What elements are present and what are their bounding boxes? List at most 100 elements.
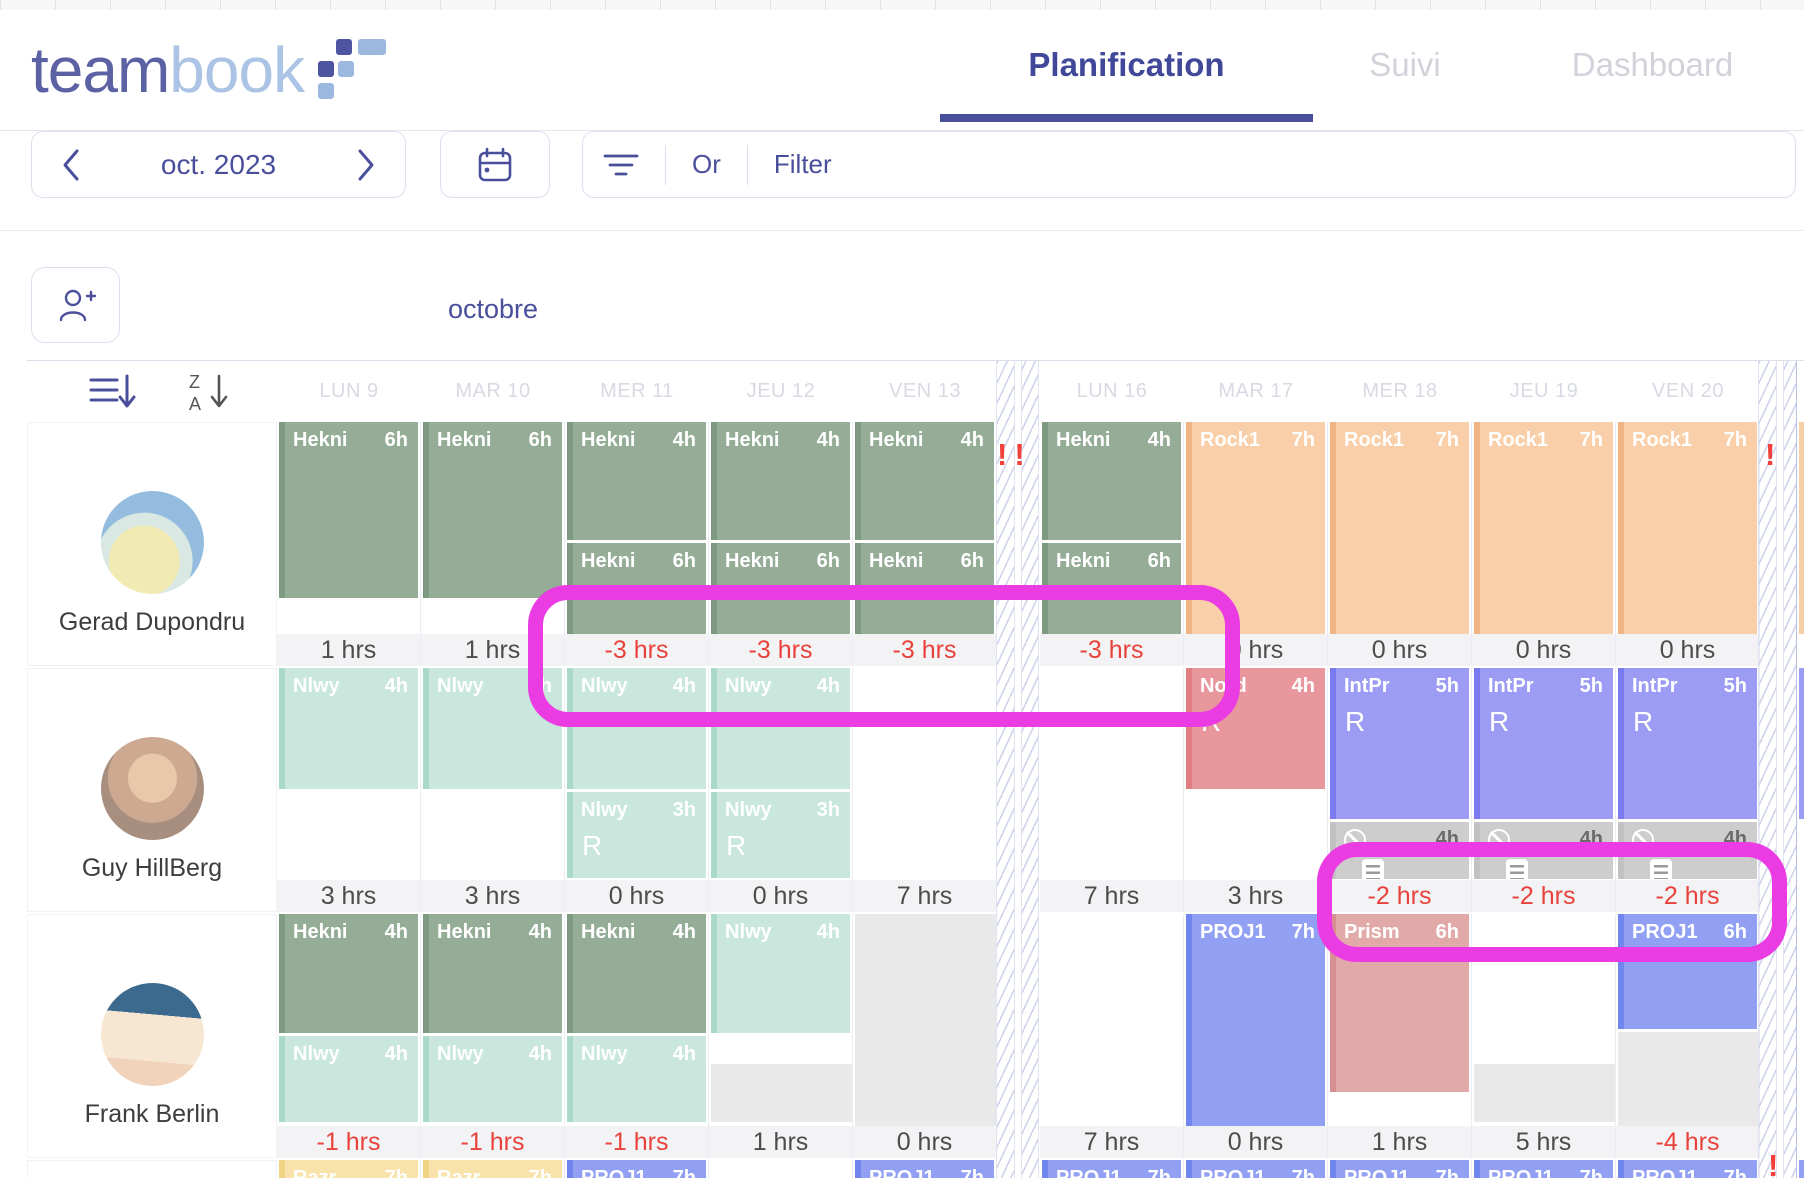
- booking-block[interactable]: Hekni 6h: [1042, 543, 1181, 634]
- booking-block[interactable]: Nlwy 4h: [567, 668, 706, 789]
- booking-block[interactable]: Nlwy 4h: [423, 1036, 562, 1122]
- booking-block[interactable]: [1618, 1032, 1759, 1126]
- day-cell[interactable]: Nlwy 4h 1 hrs: [709, 914, 853, 1158]
- day-cell[interactable]: 7 hrs: [1040, 668, 1184, 912]
- day-cell[interactable]: Hekni 4h Nlwy 4h -1 hrs: [277, 914, 421, 1158]
- booking-block[interactable]: Rock1 7h: [1186, 422, 1325, 634]
- booking-block[interactable]: Nlwy 4h: [279, 668, 418, 789]
- day-cell[interactable]: Razr 7h: [421, 1160, 565, 1178]
- booking-block[interactable]: Nlwy 4h: [711, 668, 850, 789]
- booking-block[interactable]: Rock1 7h: [1330, 422, 1469, 634]
- day-cell[interactable]: Hekni 6h 1 hrs: [421, 422, 565, 666]
- add-user-button[interactable]: [31, 267, 120, 343]
- booking-block[interactable]: Nord 4h R: [1186, 668, 1325, 789]
- day-cell[interactable]: Hekni 4h Hekni 6h -3 hrs: [709, 422, 853, 666]
- booking-block[interactable]: PROJ1 7h: [855, 1160, 994, 1178]
- day-cell[interactable]: Razr 7h: [277, 1160, 421, 1178]
- person-card[interactable]: Guy HillBerg: [27, 668, 277, 912]
- booking-block[interactable]: Hekni 4h: [567, 422, 706, 540]
- day-cell[interactable]: Nlwy 4h 3 hrs: [421, 668, 565, 912]
- filter-button[interactable]: Filter: [773, 149, 832, 179]
- teambook-logo[interactable]: teambook: [31, 20, 388, 120]
- day-cell[interactable]: Hekni 4h Nlwy 4h -1 hrs: [565, 914, 709, 1158]
- day-cell[interactable]: IntPr 5h R 4h -2 hrs: [1616, 668, 1760, 912]
- day-cell[interactable]: IntPr 5h R 4h -2 hrs: [1472, 668, 1616, 912]
- booking-block[interactable]: 4h: [1618, 822, 1757, 879]
- booking-block[interactable]: Rock1 7h: [1474, 422, 1613, 634]
- day-cell[interactable]: PROJ1 7h: [1328, 1160, 1472, 1178]
- booking-block[interactable]: Hekni 4h: [567, 914, 706, 1033]
- booking-block[interactable]: [1799, 668, 1804, 819]
- day-cell[interactable]: Hekni 4h Hekni 6h -3 hrs: [853, 422, 997, 666]
- day-cell[interactable]: Nord 4h R 3 hrs: [1184, 668, 1328, 912]
- booking-block[interactable]: Hekni 6h: [855, 543, 994, 634]
- day-cell[interactable]: PROJ1 7h: [1040, 1160, 1184, 1178]
- booking-block[interactable]: Hekni 4h: [1042, 422, 1181, 540]
- booking-block[interactable]: Nlwy 4h: [279, 1036, 418, 1122]
- booking-block[interactable]: Nlwy 3h R: [711, 792, 850, 878]
- booking-block[interactable]: PROJ1 7h: [1186, 914, 1325, 1126]
- day-cell[interactable]: Nlwy 4h Nlwy 3h R 0 hrs: [709, 668, 853, 912]
- booking-block[interactable]: PROJ1 7h: [1474, 1160, 1613, 1178]
- booking-block[interactable]: Hekni 4h: [855, 422, 994, 540]
- person-card[interactable]: [27, 1160, 277, 1178]
- booking-block[interactable]: IntPr 5h R: [1330, 668, 1469, 819]
- tab-planification[interactable]: Planification: [1028, 46, 1225, 83]
- booking-block[interactable]: Hekni 4h: [279, 914, 418, 1033]
- day-cell[interactable]: IntPr 5h R 4h -2 hrs: [1328, 668, 1472, 912]
- day-cell[interactable]: PROJ1 7h: [1472, 1160, 1616, 1178]
- day-cell[interactable]: PROJ1 6h -4 hrs: [1616, 914, 1760, 1158]
- booking-block[interactable]: PROJ1 7h: [567, 1160, 706, 1178]
- day-cell[interactable]: 7 hrs: [1040, 914, 1184, 1158]
- booking-block[interactable]: Razr 7h: [423, 1160, 562, 1178]
- booking-block[interactable]: Nlwy 4h: [423, 668, 562, 789]
- day-cell[interactable]: Hekni 4h Nlwy 4h -1 hrs: [421, 914, 565, 1158]
- day-cell[interactable]: Rock1 7h 0 hrs: [1184, 422, 1328, 666]
- day-cell[interactable]: PROJ1 7h: [1184, 1160, 1328, 1178]
- calendar-button[interactable]: [440, 131, 550, 198]
- booking-block[interactable]: [1799, 1160, 1804, 1178]
- sort-by-list-icon[interactable]: [89, 371, 137, 413]
- day-cell[interactable]: Nlwy 4h 3 hrs: [277, 668, 421, 912]
- tab-suivi[interactable]: Suivi: [1369, 46, 1441, 83]
- day-cell[interactable]: Hekni 4h Hekni 6h -3 hrs: [565, 422, 709, 666]
- booking-block[interactable]: 4h: [1474, 822, 1613, 879]
- booking-block[interactable]: PROJ1 7h: [1186, 1160, 1325, 1178]
- filter-lines-icon[interactable]: [603, 151, 639, 179]
- booking-block[interactable]: Prism 6h: [1330, 914, 1469, 1092]
- day-cell[interactable]: 7 hrs: [853, 668, 997, 912]
- booking-block[interactable]: [1474, 1064, 1615, 1122]
- booking-block[interactable]: PROJ1 7h: [1330, 1160, 1469, 1178]
- booking-block[interactable]: [855, 914, 996, 1126]
- booking-block[interactable]: 4h: [1330, 822, 1469, 879]
- day-cell[interactable]: PROJ1 7h: [565, 1160, 709, 1178]
- booking-block[interactable]: IntPr 5h R: [1474, 668, 1613, 819]
- day-cell[interactable]: 5 hrs: [1472, 914, 1616, 1158]
- tab-dashboard[interactable]: Dashboard: [1571, 46, 1734, 83]
- booking-block[interactable]: Razr 7h: [279, 1160, 418, 1178]
- booking-block[interactable]: Rock1 7h: [1618, 422, 1757, 634]
- day-cell[interactable]: Hekni 6h 1 hrs: [277, 422, 421, 666]
- day-cell[interactable]: Rock1 7h 0 hrs: [1616, 422, 1760, 666]
- day-cell[interactable]: PROJ1 7h 0 hrs: [1184, 914, 1328, 1158]
- day-cell[interactable]: Prism 6h 1 hrs: [1328, 914, 1472, 1158]
- person-card[interactable]: Frank Berlin: [27, 914, 277, 1158]
- day-cell[interactable]: Rock1 7h 0 hrs: [1328, 422, 1472, 666]
- booking-block[interactable]: Hekni 6h: [279, 422, 418, 598]
- booking-block[interactable]: Nlwy 3h R: [567, 792, 706, 878]
- day-cell[interactable]: Nlwy 4h Nlwy 3h R 0 hrs: [565, 668, 709, 912]
- booking-block[interactable]: Hekni 4h: [711, 422, 850, 540]
- prev-month-chevron-icon[interactable]: [60, 147, 82, 183]
- booking-block[interactable]: [711, 1064, 852, 1122]
- booking-block[interactable]: Hekni 6h: [423, 422, 562, 598]
- day-cell[interactable]: PROJ1 7h: [853, 1160, 997, 1178]
- booking-block[interactable]: [1799, 422, 1804, 634]
- booking-block[interactable]: PROJ1 6h: [1618, 914, 1757, 1029]
- day-cell[interactable]: PROJ1 7h: [1616, 1160, 1760, 1178]
- booking-block[interactable]: Hekni 6h: [567, 543, 706, 634]
- person-card[interactable]: Gerad Dupondru: [27, 422, 277, 666]
- day-cell[interactable]: [709, 1160, 853, 1178]
- booking-block[interactable]: Hekni 4h: [423, 914, 562, 1033]
- booking-block[interactable]: Nlwy 4h: [711, 914, 850, 1033]
- day-cell[interactable]: 0 hrs: [853, 914, 997, 1158]
